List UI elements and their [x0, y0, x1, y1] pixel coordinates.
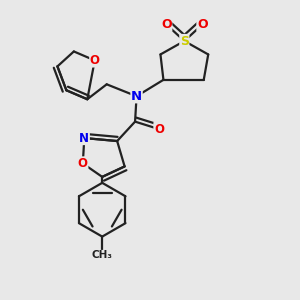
Text: O: O [90, 54, 100, 67]
Text: O: O [197, 18, 208, 31]
Text: O: O [78, 157, 88, 170]
Text: O: O [154, 123, 164, 136]
Text: N: N [79, 132, 89, 145]
Text: N: N [131, 90, 142, 103]
Text: O: O [161, 18, 172, 31]
Text: CH₃: CH₃ [92, 250, 113, 260]
Text: S: S [180, 34, 189, 47]
